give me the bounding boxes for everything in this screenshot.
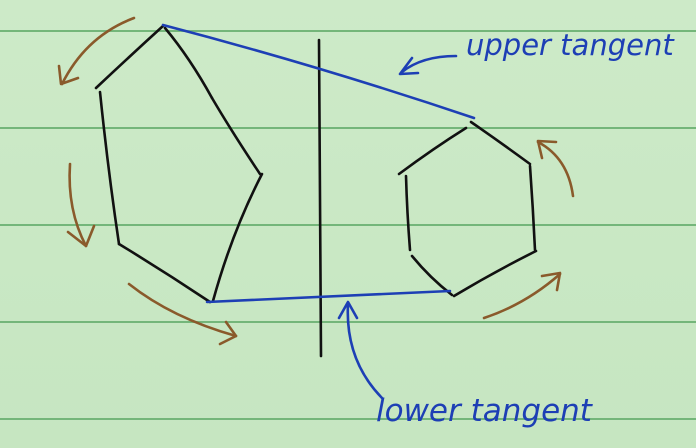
rotation-arrow [68, 162, 88, 248]
left-hull-edge [210, 96, 262, 176]
lower-tangent-line [205, 289, 452, 304]
right-hull-edge [397, 126, 468, 176]
ruled-lines [0, 30, 696, 420]
left-hull-edge [163, 26, 214, 100]
tangents [161, 23, 476, 400]
right-hull-edge [404, 174, 412, 252]
right-hull-edge [528, 164, 537, 252]
right-hull-edge [469, 120, 532, 166]
arrowhead-icon [337, 300, 359, 320]
arrowhead-icon [398, 56, 420, 76]
lower-tangent-pointer-arrow [346, 302, 384, 400]
lower-tangent-label: lower tangent [376, 393, 594, 429]
right-hull-edge [452, 249, 538, 298]
arrowhead-icon [218, 320, 238, 346]
upper-tangent-line [161, 23, 476, 120]
rotation-arrow [536, 140, 575, 198]
rotation-arrow [482, 272, 562, 320]
left-hull-edge [98, 90, 121, 246]
left-hull-edge [117, 242, 212, 304]
arrowhead-icon [536, 139, 558, 160]
rotation-arrow [127, 282, 238, 338]
left-hull-edge [94, 24, 165, 90]
upper-tangent-pointer-arrow [400, 54, 458, 74]
rotation-arrow [60, 16, 136, 86]
upper-tangent-label: upper tangent [466, 28, 675, 62]
rotation-arrows [57, 16, 575, 346]
vertical-divider-line [317, 38, 323, 358]
right-hull [397, 120, 538, 298]
arrowhead-icon [57, 64, 80, 86]
left-hull [94, 24, 264, 304]
left-hull-edge [211, 172, 264, 303]
arrowhead-icon [540, 271, 562, 292]
arrowhead-icon [66, 224, 96, 248]
right-hull-edge [410, 254, 454, 297]
